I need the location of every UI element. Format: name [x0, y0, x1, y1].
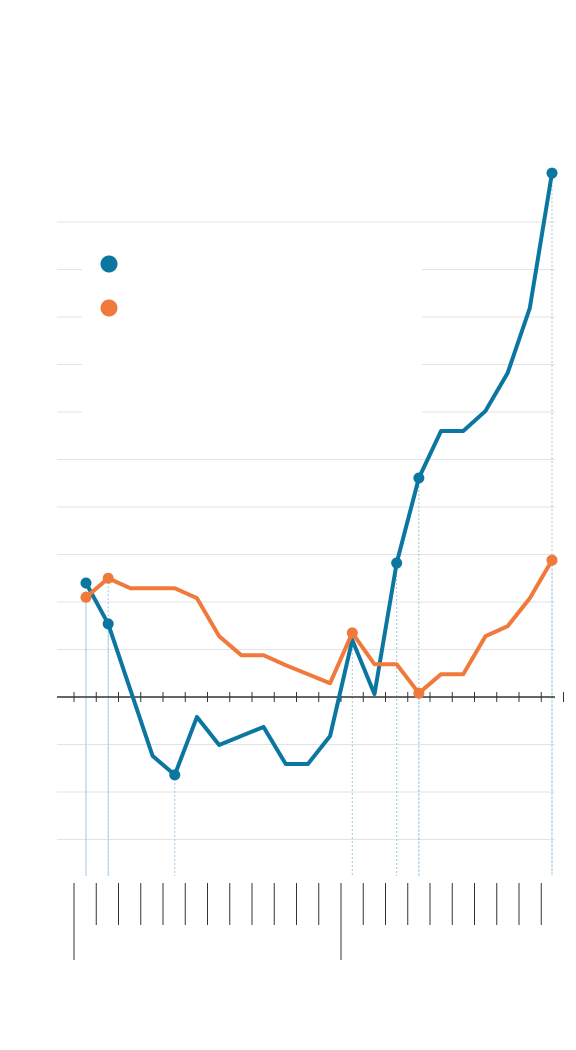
point — [546, 554, 558, 566]
point — [413, 472, 425, 484]
point — [102, 572, 114, 584]
x-axis-ticks — [73, 883, 542, 960]
point — [80, 591, 92, 603]
legend-background — [82, 240, 422, 420]
legend-swatch — [100, 299, 118, 317]
point — [391, 557, 403, 569]
point — [80, 577, 92, 589]
point — [169, 769, 181, 781]
series-line — [84, 559, 554, 696]
point — [346, 627, 358, 639]
point — [102, 618, 114, 630]
point — [413, 687, 425, 699]
series-line — [84, 172, 554, 777]
legend-swatch — [100, 255, 118, 273]
point — [546, 167, 558, 179]
